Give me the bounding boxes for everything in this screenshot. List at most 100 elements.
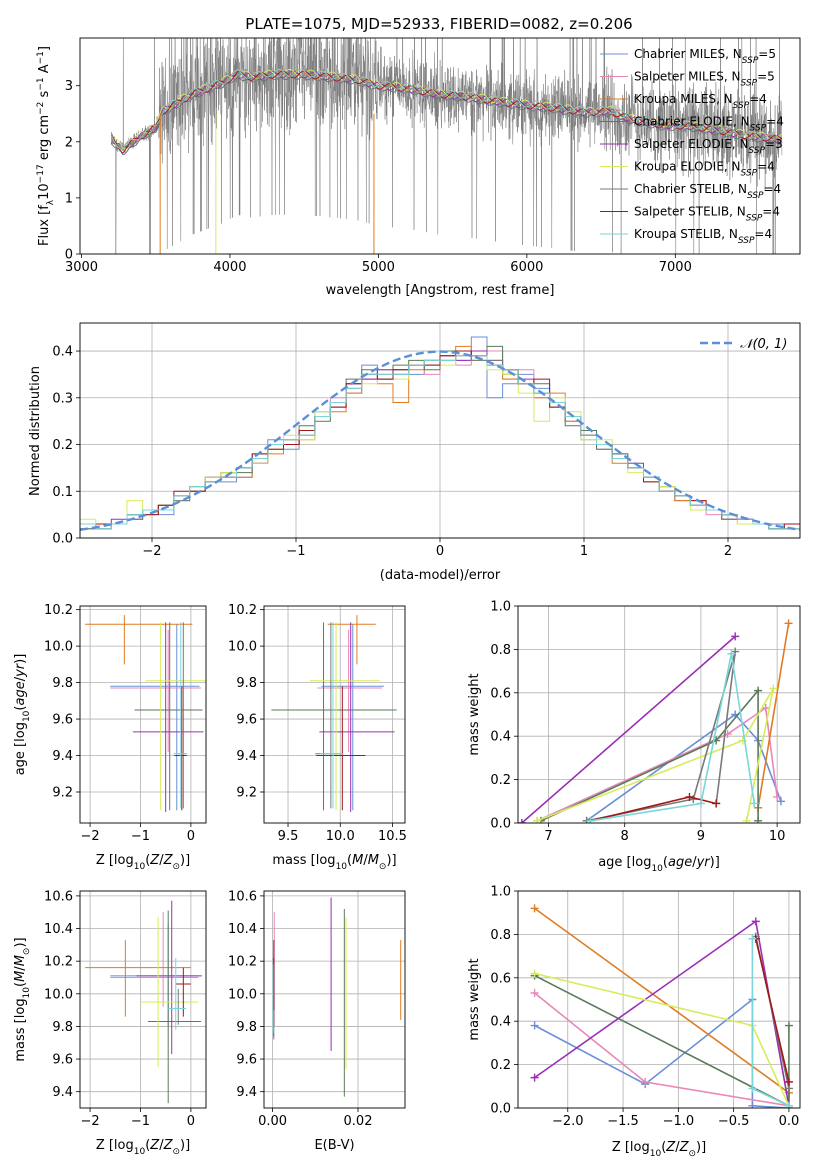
plot-area-age_vs_Z bbox=[85, 615, 206, 813]
weight-line-4 bbox=[534, 920, 790, 1106]
legend-label: Chabrier ELODIE, NSSP=4 bbox=[634, 115, 784, 134]
label-part: yr bbox=[13, 662, 28, 678]
x-tick-label: −2 bbox=[80, 829, 99, 844]
weight-line-0 bbox=[534, 997, 789, 1108]
weight-marker bbox=[530, 969, 539, 978]
label-part: ⊙ bbox=[172, 862, 180, 872]
weight-marker bbox=[731, 632, 740, 641]
y-tick-label: 0.0 bbox=[490, 1102, 511, 1117]
x-tick-label: −1 bbox=[131, 1114, 150, 1129]
legend-label-part: =4 bbox=[766, 115, 784, 129]
x-tick-label: 10.5 bbox=[378, 829, 407, 844]
x-tick-label: −1 bbox=[131, 829, 150, 844]
y-tick-label: 10.2 bbox=[228, 955, 257, 970]
label-part: Z [log bbox=[96, 1138, 134, 1153]
y-tick-label: 9.4 bbox=[52, 1085, 73, 1100]
y-tick-label: 9.8 bbox=[236, 676, 257, 691]
legend-label-part: =4 bbox=[754, 227, 772, 241]
legend-label-part: Chabrier ELODIE, N bbox=[634, 115, 750, 129]
label-part: 10 bbox=[650, 1149, 662, 1159]
legend-label-part: SSP bbox=[747, 191, 764, 201]
weight-marker bbox=[696, 799, 705, 808]
weight-marker bbox=[784, 619, 793, 628]
label-part: Flux [f bbox=[37, 205, 52, 246]
x-axis-label: age [log10(age/yr)] bbox=[598, 855, 720, 874]
label-part: M bbox=[352, 853, 363, 868]
y-tick-label: 10.6 bbox=[44, 889, 73, 904]
weight-marker bbox=[784, 1101, 793, 1108]
legend-label-part: Kroupa STELIB, N bbox=[634, 227, 738, 241]
label-part: ⊙ bbox=[172, 1147, 180, 1157]
plot-area-weight_vs_Z bbox=[530, 904, 793, 1108]
x-tick-label: 10 bbox=[769, 829, 786, 844]
weight-line-3 bbox=[540, 688, 759, 822]
x-tick-label: 0.02 bbox=[344, 1114, 373, 1129]
x-axis-label: mass [log10(M/M⊙)] bbox=[272, 853, 396, 872]
weight-marker bbox=[530, 1021, 539, 1030]
y-tick-label: 9.4 bbox=[236, 749, 257, 764]
weight-marker bbox=[754, 686, 763, 695]
plot-area-residuals bbox=[80, 336, 800, 538]
y-tick-label: 1.0 bbox=[490, 600, 511, 615]
label-part: Z bbox=[149, 1138, 160, 1153]
observed-spectrum bbox=[110, 38, 783, 254]
x-tick-label: 0.00 bbox=[258, 1114, 287, 1129]
label-part: age [log bbox=[13, 722, 28, 775]
plot-area-spectrum bbox=[110, 38, 783, 254]
label-part: age [log bbox=[598, 855, 651, 870]
weight-marker bbox=[748, 934, 757, 943]
y-tick-label: 9.8 bbox=[236, 1020, 257, 1035]
x-tick-label: 10.0 bbox=[326, 829, 355, 844]
legend-label-part: =4 bbox=[757, 160, 775, 174]
y-axis-label: mass [log10(M/M⊙)] bbox=[13, 937, 32, 1061]
label-part: Z bbox=[163, 1138, 174, 1153]
y-tick-label: 3 bbox=[65, 79, 73, 94]
y-tick-label: 0.4 bbox=[52, 345, 73, 360]
plot-area-mass_vs_ebv bbox=[272, 897, 402, 1097]
x-axis-label: (data-model)/error bbox=[380, 568, 501, 583]
y-tick-label: 10.0 bbox=[228, 987, 257, 1002]
panel-weight_vs_Z: −2.0 −1.5 −1.0 −0.5 0.0 0.0 0.2 0.4 0.6 0.8 1.0 Z [… bbox=[467, 885, 801, 1159]
label-part: 10 bbox=[22, 987, 32, 999]
y-tick-label: 0.2 bbox=[490, 1058, 511, 1073]
model-spectrum-4 bbox=[110, 70, 783, 149]
model-spectrum-7 bbox=[110, 70, 783, 154]
legend-label: Kroupa STELIB, NSSP=4 bbox=[634, 227, 772, 246]
x-tick-label: 0 bbox=[436, 544, 444, 559]
y-axis-label: mass weight bbox=[467, 673, 482, 755]
panel-mass_vs_ebv: 0.00 0.02 9.4 9.6 9.8 10.0 10.2 10.4 10.6 E(B-V) bbox=[228, 889, 406, 1153]
weight-marker bbox=[685, 792, 694, 801]
panel-mass_vs_Z: −2 −1 09.49.69.810.010.210.410.6Z [log10(Z… bbox=[13, 889, 207, 1157]
legend-label-part: =5 bbox=[758, 47, 776, 61]
label-part: 10 bbox=[134, 1147, 146, 1157]
legend-label: Kroupa ELODIE, NSSP=4 bbox=[634, 160, 775, 179]
axes-frame bbox=[263, 890, 406, 1109]
legend-label-part: SSP bbox=[733, 101, 750, 111]
label-part: ( bbox=[663, 855, 668, 870]
panel-age_vs_mass: 9.5 10.0 10.5 9.2 9.4 9.6 9.8 10.0 10.2 mass [log… bbox=[228, 603, 407, 872]
legend-label-part: =4 bbox=[749, 92, 767, 106]
legend-label-part: SSP bbox=[750, 124, 767, 134]
x-tick-label: −1.5 bbox=[607, 1114, 639, 1129]
label-part: ( bbox=[145, 1138, 150, 1153]
axes-frame bbox=[79, 605, 207, 824]
label-part: Z bbox=[163, 853, 174, 868]
label-part: ⊙ bbox=[22, 948, 32, 956]
label-part: / bbox=[159, 853, 164, 868]
legend-label: Salpeter STELIB, NSSP=4 bbox=[634, 205, 780, 224]
weight-marker bbox=[712, 799, 721, 808]
label-part: erg cm bbox=[37, 115, 52, 164]
label-part: λ bbox=[46, 199, 56, 205]
y-tick-label: 0.0 bbox=[52, 532, 73, 547]
label-part: 10 bbox=[336, 862, 348, 872]
x-axis-label: wavelength [Angstrom, rest frame] bbox=[326, 283, 555, 298]
legend-label: Salpeter ELODIE, NSSP=3 bbox=[634, 137, 783, 156]
figure-title: PLATE=1075, MJD=52933, FIBERID=0082, z=0… bbox=[245, 15, 632, 33]
x-tick-label: 2 bbox=[724, 544, 732, 559]
plot-area-age_vs_mass bbox=[271, 615, 397, 813]
weight-line-3 bbox=[534, 974, 790, 1108]
y-tick-label: 10.0 bbox=[228, 640, 257, 655]
weight-marker bbox=[530, 904, 539, 913]
weight-marker bbox=[586, 816, 595, 823]
